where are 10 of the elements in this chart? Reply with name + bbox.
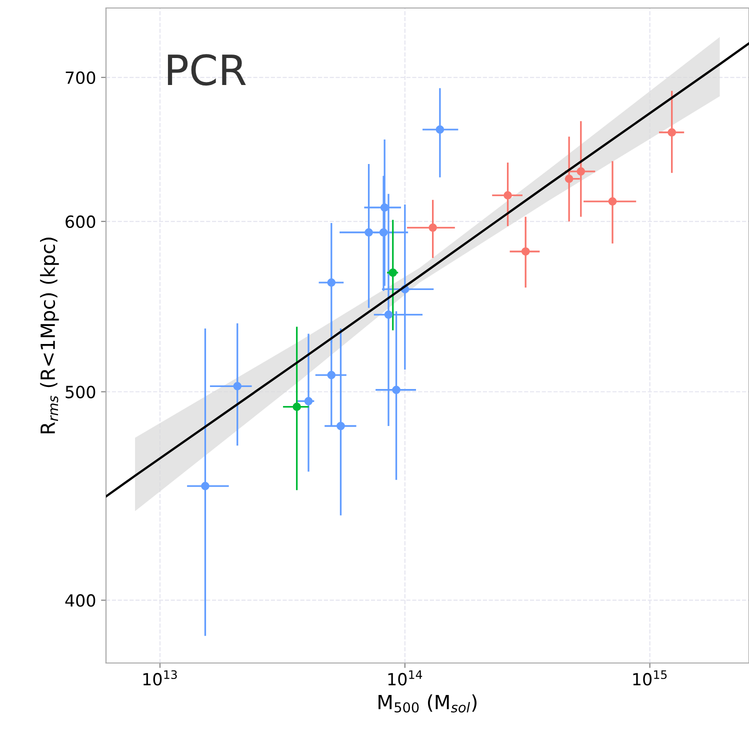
y-tick-label: 700 — [66, 71, 96, 84]
annotation: PCR — [168, 54, 246, 86]
y-axis-title: R$_{rms}$ (R<1Mpc) (kpc) — [40, 238, 59, 434]
x-tick-label: 10$^{13}$ — [143, 670, 177, 686]
y-tick-label: 600 — [66, 215, 96, 228]
x-tick-label: 10$^{15}$ — [633, 670, 667, 686]
y-tick-label: 500 — [66, 386, 96, 398]
y-tick-label: 400 — [65, 594, 96, 607]
x-tick-label: 10$^{14}$ — [388, 670, 422, 686]
x-axis-title: M$_{500}$ (M$_{sol}$) — [378, 694, 477, 713]
